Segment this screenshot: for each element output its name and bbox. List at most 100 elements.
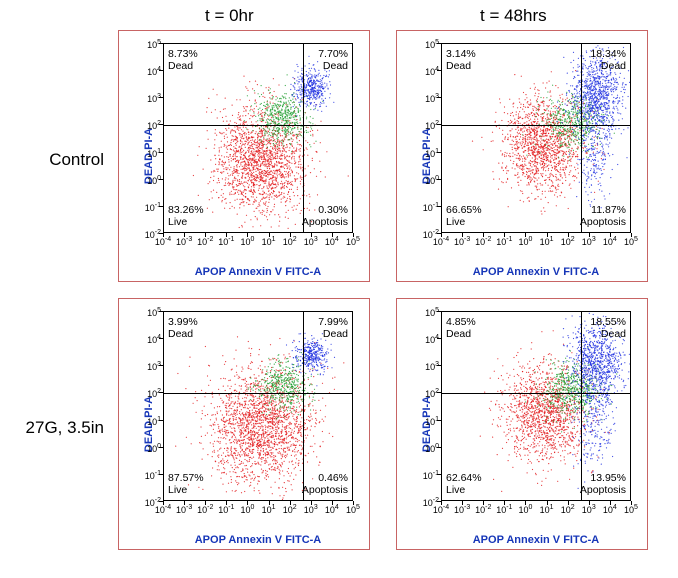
y-tick: 100 [134, 443, 161, 454]
x-tick-mark [163, 501, 164, 505]
quadrant-line-h [442, 125, 630, 126]
quad-label-ur: 7.99% Dead [318, 316, 348, 340]
y-tick-mark [437, 152, 441, 153]
plot-area: 3.14% Dead 18.34% Dead 66.65% Live 11.87% A… [441, 43, 631, 233]
y-tick-mark [437, 474, 441, 475]
x-tick-mark [247, 501, 248, 505]
y-tick: 102 [412, 120, 439, 131]
x-tick-mark [269, 233, 270, 237]
x-tick-mark [610, 233, 611, 237]
x-tick-mark [631, 501, 632, 505]
x-tick-mark [205, 501, 206, 505]
quad-label-ur: 18.34% Dead [590, 48, 626, 72]
quad-label-lr: 0.30% Apoptosis [302, 204, 348, 228]
y-tick: 104 [412, 334, 439, 345]
x-tick-mark [504, 501, 505, 505]
x-tick-mark [504, 233, 505, 237]
quad-label-ll: 87.57% Live [168, 472, 204, 496]
x-tick-mark [525, 233, 526, 237]
x-tick-mark [247, 233, 248, 237]
y-tick-mark [437, 124, 441, 125]
quadrant-line-h [164, 393, 352, 394]
quad-label-ul: 3.14% Dead [446, 48, 476, 72]
y-tick-mark [159, 152, 163, 153]
quad-label-ur: 18.55% Dead [590, 316, 626, 340]
x-tick-mark [589, 233, 590, 237]
y-tick-mark [159, 206, 163, 207]
y-tick: 100 [134, 175, 161, 186]
x-tick-mark [441, 501, 442, 505]
y-tick: 101 [134, 416, 161, 427]
quad-label-lr: 11.87% Apoptosis [580, 204, 626, 228]
x-axis-label: APOP Annexin V FITC-A [441, 534, 631, 546]
y-tick: 10-1 [412, 470, 439, 481]
y-tick-mark [437, 311, 441, 312]
y-tick-mark [159, 124, 163, 125]
x-tick-mark [332, 233, 333, 237]
y-tick-mark [437, 179, 441, 180]
x-tick-mark [184, 233, 185, 237]
x-tick-mark [332, 501, 333, 505]
quad-label-ll: 66.65% Live [446, 204, 482, 228]
y-tick: 104 [412, 66, 439, 77]
x-tick: 105 [341, 236, 365, 247]
y-tick-mark [437, 392, 441, 393]
y-tick-mark [437, 447, 441, 448]
x-tick-mark [163, 233, 164, 237]
y-tick: 103 [412, 93, 439, 104]
plot-area: 4.85% Dead 18.55% Dead 62.64% Live 13.95% A… [441, 311, 631, 501]
x-tick-mark [441, 233, 442, 237]
facs-panel-control_t48: DEAD PI-AAPOP Annexin V FITC-A3.14% Dead… [396, 30, 648, 282]
x-tick-mark [631, 233, 632, 237]
x-axis-label: APOP Annexin V FITC-A [441, 266, 631, 278]
y-tick: 102 [134, 388, 161, 399]
plot-area: 8.73% Dead7.70% Dead83.26% Live0.30% Apo… [163, 43, 353, 233]
quad-label-ll: 83.26% Live [168, 204, 204, 228]
y-tick-mark [437, 43, 441, 44]
quad-label-lr: 13.95% Apoptosis [580, 472, 626, 496]
y-tick: 101 [412, 416, 439, 427]
y-tick: 104 [134, 66, 161, 77]
y-tick: 101 [412, 148, 439, 159]
y-tick-mark [437, 70, 441, 71]
x-tick-mark [525, 501, 526, 505]
y-tick-mark [159, 447, 163, 448]
x-tick-mark [483, 233, 484, 237]
y-tick: 102 [134, 120, 161, 131]
x-tick-mark [184, 501, 185, 505]
x-tick-mark [226, 501, 227, 505]
y-tick-mark [437, 206, 441, 207]
quadrant-line-h [442, 393, 630, 394]
x-tick-mark [462, 501, 463, 505]
facs-panel-control_t0: DEAD PI-AAPOP Annexin V FITC-A8.73% Dead… [118, 30, 370, 282]
y-tick-mark [437, 338, 441, 339]
quad-label-ul: 3.99% Dead [168, 316, 198, 340]
y-tick: 104 [134, 334, 161, 345]
quad-label-lr: 0.46% Apoptosis [302, 472, 348, 496]
col-header-t48: t = 48hrs [480, 6, 547, 26]
y-tick: 100 [412, 443, 439, 454]
plot-area: 3.99% Dead 7.99% Dead 87.57% Live 0.46% Apo… [163, 311, 353, 501]
quadrant-line-h [164, 125, 352, 126]
row-label-control: Control [4, 150, 104, 170]
x-tick-mark [226, 233, 227, 237]
y-tick: 105 [412, 39, 439, 50]
y-tick: 102 [412, 388, 439, 399]
x-tick-mark [589, 501, 590, 505]
y-tick: 103 [412, 361, 439, 372]
x-tick: 105 [341, 504, 365, 515]
y-tick-mark [159, 365, 163, 366]
y-tick-mark [159, 43, 163, 44]
x-tick: 105 [619, 236, 643, 247]
quad-label-ul: 4.85% Dead [446, 316, 476, 340]
y-tick-mark [159, 70, 163, 71]
y-tick-mark [159, 420, 163, 421]
x-tick-mark [568, 501, 569, 505]
y-tick: 105 [412, 307, 439, 318]
x-tick-mark [290, 501, 291, 505]
quad-label-ll: 62.64% Live [446, 472, 482, 496]
x-tick: 105 [619, 504, 643, 515]
y-tick: 101 [134, 148, 161, 159]
y-tick-mark [437, 97, 441, 98]
x-tick-mark [290, 233, 291, 237]
